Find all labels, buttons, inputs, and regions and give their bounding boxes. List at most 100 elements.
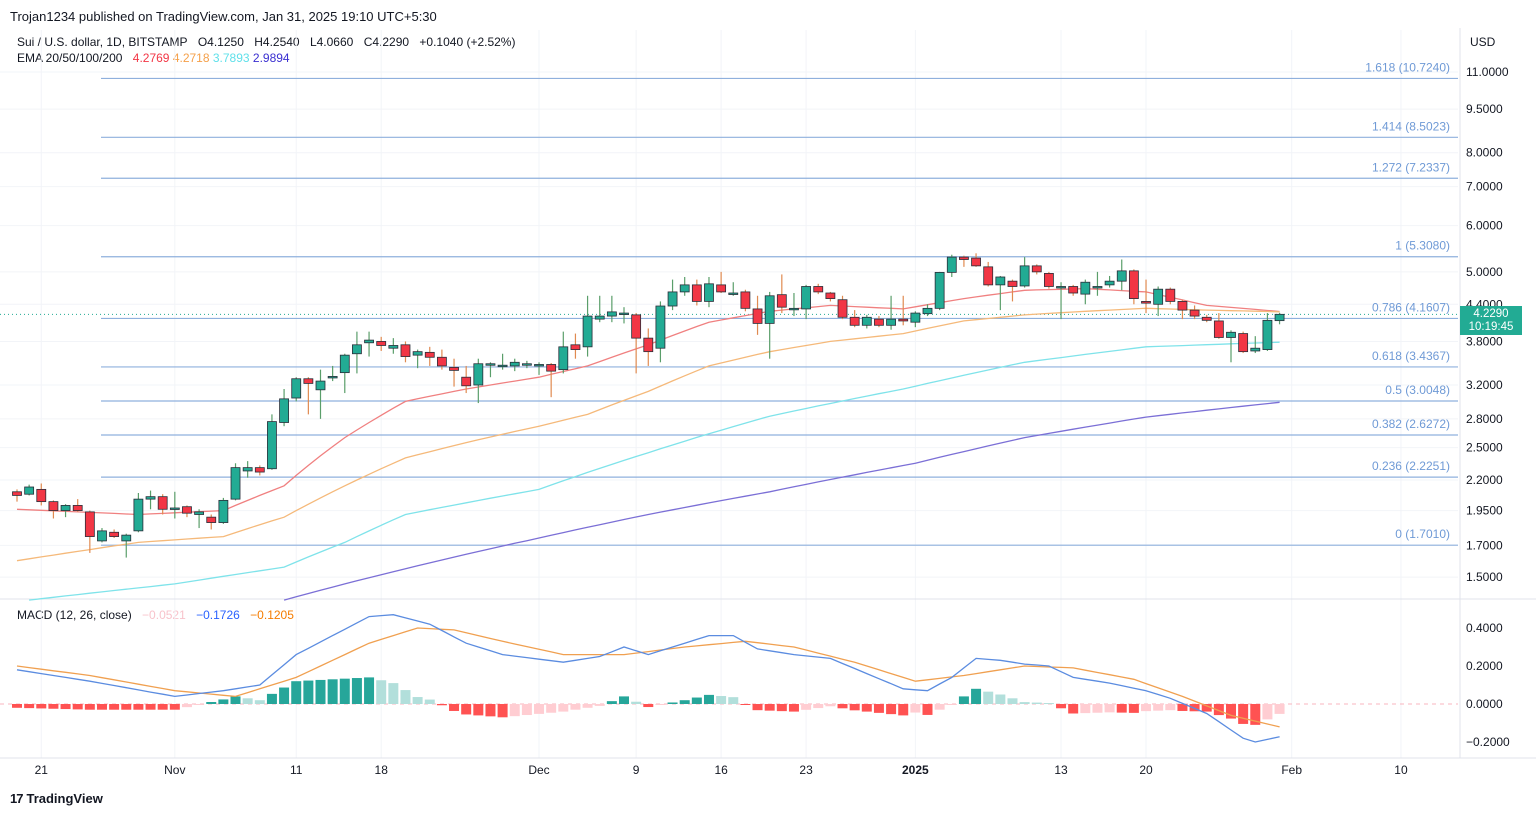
macd-histogram-bar (1153, 704, 1164, 711)
candle-body (1092, 286, 1103, 289)
macd-histogram-bar (194, 704, 205, 705)
candle-body (983, 266, 994, 286)
candle (1189, 305, 1200, 320)
macd-histogram-bar (133, 704, 144, 710)
candle (279, 388, 289, 427)
macd-histogram-bar (48, 704, 59, 709)
candle-body (461, 376, 472, 387)
candle-body (837, 299, 848, 318)
candle (558, 331, 569, 374)
macd-histogram-bar (169, 704, 180, 710)
candle-body (121, 534, 132, 542)
time-axis-tick: Nov (164, 763, 185, 777)
candle-body (667, 291, 678, 307)
candle (121, 533, 132, 558)
candle (145, 490, 156, 510)
candle (1177, 299, 1188, 320)
macd-histogram-bar (716, 696, 727, 704)
candle-body (546, 364, 557, 372)
macd-histogram-bar (910, 704, 921, 713)
candle-body (910, 312, 921, 323)
macd-histogram-bar (181, 704, 192, 708)
candle (1044, 271, 1054, 289)
macd-histogram-bar (303, 680, 314, 704)
candle-body (1044, 272, 1054, 287)
ema-legend[interactable]: EMA 20/50/100/200 4.2769 4.2718 3.7893 2… (17, 51, 290, 65)
signal-line (16, 627, 1280, 728)
candle (752, 295, 763, 335)
macd-histogram-bar (60, 704, 71, 710)
macd-histogram-bar (449, 704, 460, 711)
bar-countdown: 10:19:45 (1468, 321, 1514, 333)
symbol-name: Sui / U.S. dollar, 1D, BITSTAMP (17, 35, 188, 49)
candle (24, 484, 35, 496)
price-axis-tick: 9.5000 (1466, 102, 1503, 116)
candle-body (521, 363, 532, 366)
candle-body (48, 501, 59, 511)
time-axis-tick: Feb (1281, 763, 1302, 777)
macd-histogram-bar (825, 704, 836, 707)
candle (412, 349, 423, 369)
macd-histogram-bar (643, 704, 654, 708)
ema-label: EMA 20/50/100/200 (17, 51, 123, 65)
candle-body (12, 491, 22, 496)
macd-axis-tick: 0.4000 (1466, 621, 1503, 635)
candle (971, 253, 981, 267)
currency-label[interactable]: USD (1470, 35, 1496, 49)
candle (133, 492, 144, 533)
macd-histogram-bar (873, 704, 884, 713)
signal-value: −0.1205 (250, 608, 294, 622)
candle (946, 254, 957, 277)
candle-body (582, 315, 593, 348)
candle (922, 304, 933, 317)
candle (631, 313, 642, 374)
candle-body (691, 284, 702, 302)
price-axis-tick: 1.7000 (1466, 538, 1503, 552)
candle (109, 529, 120, 539)
candle-body (1189, 309, 1200, 317)
ema100-value: 3.7893 (212, 51, 250, 65)
macd-histogram-bar (813, 704, 824, 709)
candle (485, 362, 496, 378)
macd-histogram-bar (861, 704, 872, 712)
price-axis-tick: 1.5000 (1466, 570, 1503, 584)
macd-histogram-bar (922, 704, 933, 715)
macd-histogram-bar (801, 704, 812, 710)
symbol-legend[interactable]: Sui / U.S. dollar, 1D, BITSTAMP O4.1250 … (17, 35, 515, 49)
candle-body (230, 467, 241, 500)
macd-histogram-bar (509, 704, 520, 717)
candle (230, 463, 241, 501)
candle-body (145, 496, 156, 500)
macd-histogram-bar (849, 704, 860, 711)
candle (1080, 279, 1091, 305)
last-price-value: 4.2290 (1473, 308, 1509, 320)
candle (339, 353, 350, 394)
macd-histogram-bar (291, 681, 302, 704)
fib-level-label: 0 (1.7010) (1395, 527, 1450, 541)
macd-histogram-bar (364, 677, 375, 704)
tradingview-logo[interactable]: 17 TradingView (10, 791, 103, 806)
candle-body (716, 284, 727, 293)
macd-axis-tick: 0.2000 (1466, 659, 1503, 673)
macd-histogram-bar (1068, 704, 1079, 714)
candle-body (1177, 301, 1188, 311)
candle (497, 353, 508, 370)
macd-histogram-bar (1165, 704, 1176, 711)
candle-body (1007, 280, 1018, 287)
candle (764, 291, 775, 359)
candle (837, 295, 848, 320)
macd-histogram-bar (546, 704, 557, 713)
candle (1201, 314, 1212, 323)
candle (825, 291, 836, 302)
macd-histogram-bar (582, 704, 593, 708)
candle-body (1262, 319, 1273, 350)
candle (206, 514, 217, 530)
candle-body (898, 318, 909, 322)
fib-level-label: 0.786 (4.1607) (1372, 300, 1450, 314)
candle-body (594, 315, 605, 320)
fib-level-label: 1.272 (7.2337) (1372, 160, 1450, 174)
macd-histogram-bar (109, 704, 120, 710)
price-axis-tick: 8.0000 (1466, 146, 1503, 160)
candle-body (606, 311, 617, 317)
